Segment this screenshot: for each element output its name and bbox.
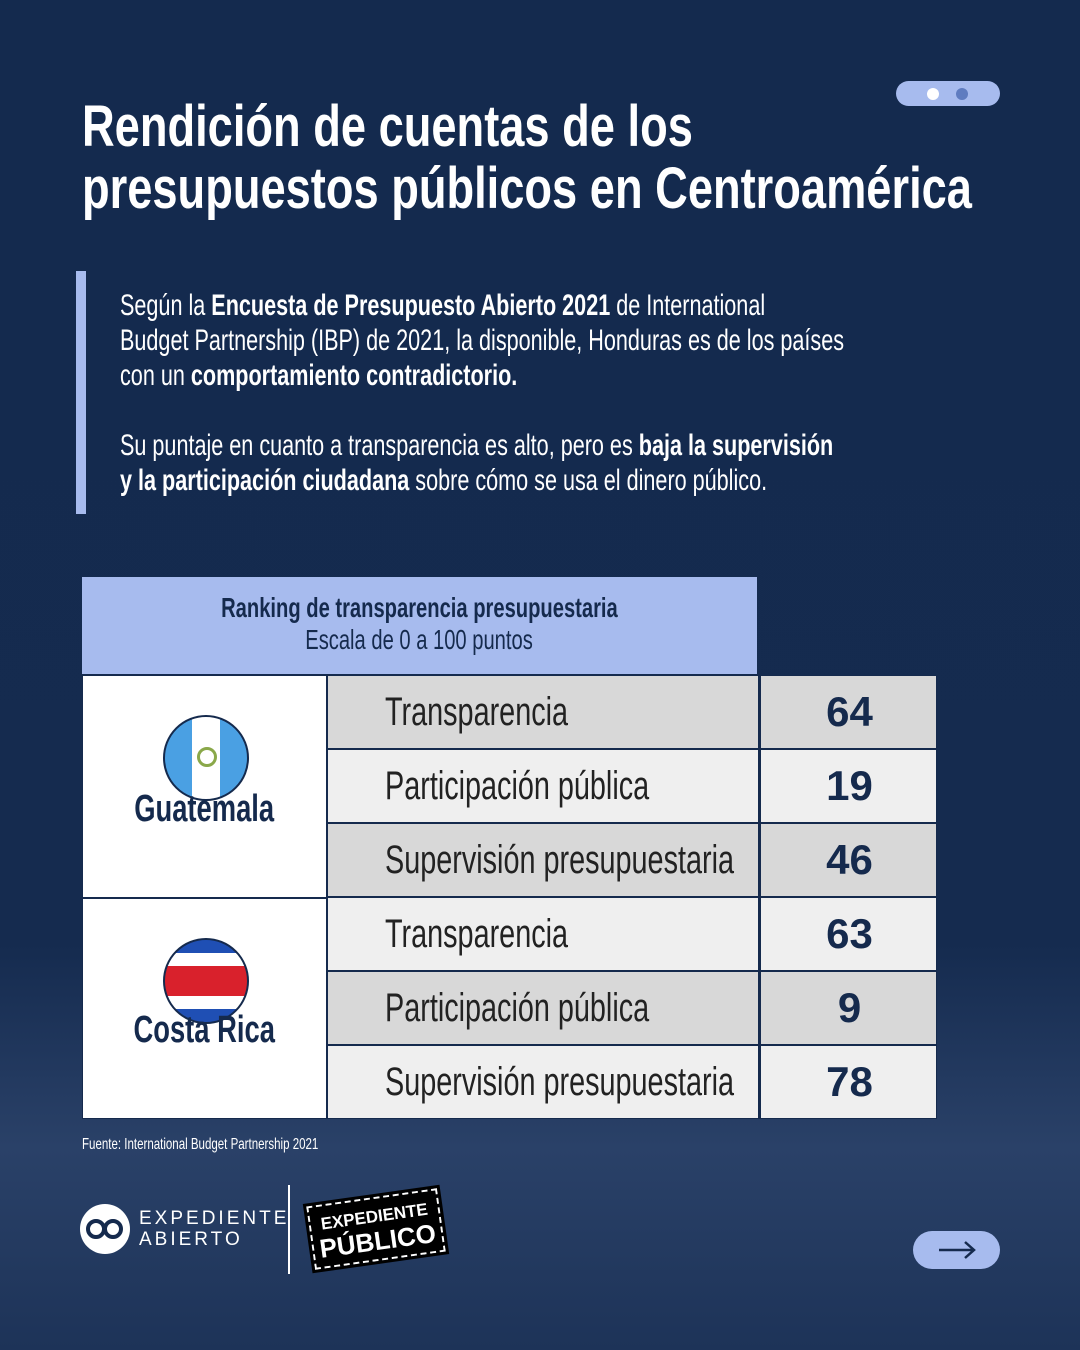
table-row: Supervisión presupuestaria 78 <box>327 1045 937 1119</box>
carousel-dot[interactable] <box>956 88 968 100</box>
row-value: 46 <box>758 824 938 896</box>
row-value: 63 <box>758 898 938 970</box>
source-note: Fuente: International Budget Partnership… <box>82 1136 319 1153</box>
table-row: Participación pública 9 <box>327 971 937 1045</box>
row-label: Supervisión presupuestaria <box>385 838 735 882</box>
row-label: Participación pública <box>385 764 650 808</box>
row-value: 19 <box>758 750 938 822</box>
row-value: 9 <box>758 972 938 1044</box>
quote-bar <box>76 271 86 514</box>
title-line-1: Rendición de cuentas de los <box>82 94 693 159</box>
carousel-indicator[interactable] <box>896 81 1000 106</box>
table-header: Ranking de transparencia presupuestaria … <box>82 577 757 674</box>
table-row: Transparencia 63 <box>327 897 937 971</box>
next-button[interactable] <box>913 1231 1000 1269</box>
costa-rica-flag-icon <box>163 938 249 1024</box>
country-costa-rica: Costa Rica <box>82 898 327 1119</box>
title-line-2: presupuestos públicos en Centroamérica <box>82 156 972 221</box>
logo-text: EXPEDIENTE <box>139 1208 290 1229</box>
carousel-dot-active[interactable] <box>927 88 939 100</box>
divider <box>288 1185 290 1274</box>
intro-text: Según la Encuesta de Presupuesto Abierto… <box>120 289 845 497</box>
table-row: Supervisión presupuestaria 46 <box>327 823 937 897</box>
row-label: Transparencia <box>385 912 569 956</box>
country-name: Guatemala <box>134 788 275 830</box>
infinity-logo-icon <box>80 1204 130 1254</box>
row-value: 78 <box>758 1046 938 1118</box>
country-guatemala: Guatemala <box>82 675 327 898</box>
arrow-right-icon <box>939 1241 976 1259</box>
country-name: Costa Rica <box>133 1009 276 1051</box>
logo-text: ABIERTO <box>139 1229 243 1250</box>
table-row: Participación pública 19 <box>327 749 937 823</box>
row-label: Supervisión presupuestaria <box>385 1060 735 1104</box>
row-label: Transparencia <box>385 690 569 734</box>
page-title: Rendición de cuentas de los presupuestos… <box>82 96 1080 220</box>
row-label: Participación pública <box>385 986 650 1030</box>
row-value: 64 <box>758 676 938 748</box>
expediente-abierto-logo: EXPEDIENTE ABIERTO <box>80 1204 289 1254</box>
table-row: Transparencia 64 <box>327 675 937 749</box>
guatemala-flag-icon <box>163 715 249 801</box>
